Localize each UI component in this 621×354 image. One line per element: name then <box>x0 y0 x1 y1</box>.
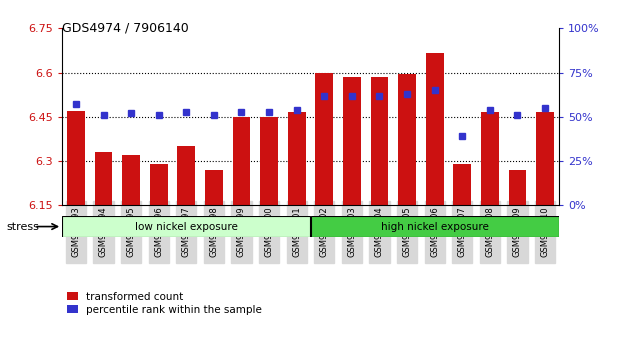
Bar <box>315 73 333 205</box>
Bar <box>481 113 499 205</box>
Bar <box>398 74 416 205</box>
Text: high nickel exposure: high nickel exposure <box>381 222 489 232</box>
Bar <box>371 77 389 205</box>
Bar <box>509 170 527 205</box>
Bar <box>178 146 195 205</box>
Bar <box>232 117 250 205</box>
Text: GDS4974 / 7906140: GDS4974 / 7906140 <box>62 21 189 34</box>
Text: low nickel exposure: low nickel exposure <box>135 222 238 232</box>
Bar <box>310 216 559 237</box>
Bar <box>205 170 223 205</box>
Bar <box>67 111 85 205</box>
Bar <box>453 164 471 205</box>
Bar <box>122 155 140 205</box>
Legend: transformed count, percentile rank within the sample: transformed count, percentile rank withi… <box>67 292 262 315</box>
Bar <box>426 53 443 205</box>
Bar <box>150 164 168 205</box>
Bar <box>62 216 310 237</box>
Text: stress: stress <box>6 222 39 232</box>
Bar <box>343 77 361 205</box>
Bar <box>94 152 112 205</box>
Bar <box>536 113 554 205</box>
Bar <box>288 113 306 205</box>
Bar <box>260 117 278 205</box>
